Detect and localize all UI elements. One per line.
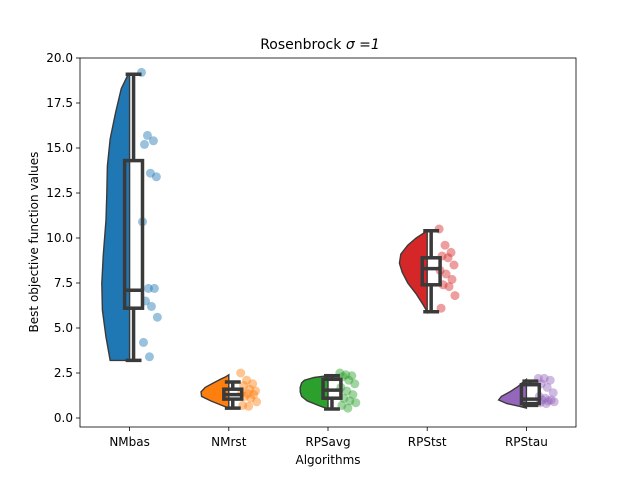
data-point [545, 375, 555, 385]
x-tick-label: NMrst [211, 435, 247, 449]
y-axis-label: Best objective function values [27, 152, 41, 333]
data-point [539, 373, 549, 383]
y-tick-label: 5.0 [54, 321, 73, 335]
data-point [341, 370, 351, 380]
data-point [450, 291, 460, 301]
data-point [139, 139, 149, 149]
data-point [143, 283, 153, 293]
data-point [541, 399, 551, 409]
data-point [440, 240, 450, 250]
data-point [149, 283, 159, 293]
data-point [138, 337, 148, 347]
data-point [347, 371, 357, 381]
data-point [148, 136, 158, 146]
data-point [144, 352, 154, 362]
data-point [549, 397, 559, 407]
data-point [246, 393, 256, 403]
data-point [441, 269, 451, 279]
series-RPSavg [299, 368, 361, 413]
box-iqr [519, 382, 542, 406]
box-iqr [420, 256, 442, 287]
data-point [146, 301, 156, 311]
data-point [447, 274, 457, 284]
data-point [443, 253, 453, 263]
axes-frame [79, 57, 577, 428]
data-point [243, 389, 253, 399]
data-point [546, 395, 556, 405]
data-point [251, 386, 261, 396]
data-point [245, 384, 255, 394]
y-tick-label: 0.0 [54, 411, 73, 425]
box-iqr [122, 158, 145, 310]
data-point [449, 260, 459, 270]
y-tick-label: 17.5 [46, 96, 73, 110]
violin-half [299, 374, 329, 411]
series-RPStst [398, 224, 460, 315]
data-point [540, 393, 550, 403]
data-point [145, 168, 155, 178]
y-axis: 0.0 2.5 5.0 7.5 10.0 12.5 15.0 17.5 20.0 [46, 51, 80, 425]
data-point [151, 172, 161, 182]
y-tick-label: 20.0 [46, 51, 73, 65]
data-point [343, 403, 353, 413]
x-tick-label: RPStau [505, 435, 548, 449]
data-point [446, 247, 456, 257]
data-point [548, 388, 558, 398]
y-tick-label: 10.0 [46, 231, 73, 245]
data-point [351, 398, 361, 408]
data-point [348, 390, 358, 400]
series-NMbas [101, 67, 162, 363]
data-point [444, 282, 454, 292]
data-point [242, 375, 252, 385]
violin-half [398, 229, 428, 315]
x-tick-label: NMbas [109, 435, 150, 449]
series-NMrst [200, 368, 262, 411]
data-point [342, 386, 352, 396]
data-point [252, 397, 262, 407]
plot-area [101, 67, 559, 413]
y-tick-label: 15.0 [46, 141, 73, 155]
data-point [236, 368, 246, 378]
data-point [244, 401, 254, 411]
x-tick-label: RPSavg [305, 435, 350, 449]
data-point [152, 312, 162, 322]
data-point [344, 375, 354, 385]
data-point [142, 130, 152, 140]
violin-half [200, 373, 230, 410]
data-point [350, 379, 360, 389]
x-axis: NMbas NMrst RPSavg RPStst RPStau [109, 427, 548, 449]
y-tick-label: 2.5 [54, 366, 73, 380]
data-point [345, 396, 355, 406]
x-axis-label: Algorithms [295, 453, 360, 467]
data-point [542, 382, 552, 392]
chart-title: Rosenbrock σ =1 [260, 37, 380, 53]
data-point [248, 379, 258, 389]
y-tick-label: 7.5 [54, 276, 73, 290]
data-point [543, 396, 553, 406]
x-tick-label: RPStst [408, 435, 447, 449]
violin-half [101, 72, 131, 362]
y-tick-label: 12.5 [46, 186, 73, 200]
data-point [249, 390, 259, 400]
series-RPStau [497, 373, 559, 410]
